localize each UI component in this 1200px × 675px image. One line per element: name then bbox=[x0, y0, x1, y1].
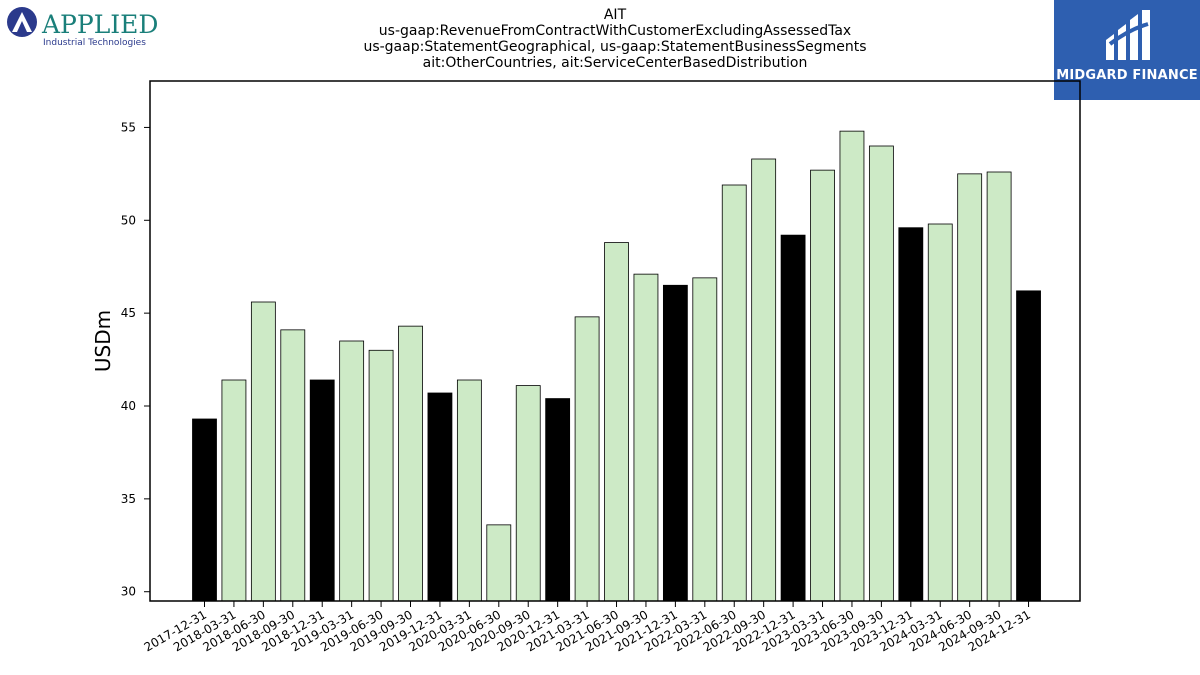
y-tick-label-50: 50 bbox=[121, 213, 136, 227]
bar-2021-06-30 bbox=[604, 242, 629, 602]
bar-2021-12-31 bbox=[662, 284, 688, 602]
bars-group bbox=[192, 130, 1041, 602]
bar-2023-09-30 bbox=[868, 145, 894, 602]
chart-subtitle-line-1: us-gaap:RevenueFromContractWithCustomerE… bbox=[378, 23, 852, 39]
y-axis-label: USDm bbox=[91, 310, 115, 372]
bar-2021-03-31 bbox=[574, 316, 600, 602]
bar-2018-06-30 bbox=[250, 301, 276, 602]
bar-2018-12-31 bbox=[309, 379, 335, 602]
midgard-finance-logo: MIDGARD FINANCE bbox=[1054, 0, 1200, 100]
bar-2019-06-30 bbox=[368, 349, 394, 602]
logo-peak-icon bbox=[12, 12, 32, 32]
bar-2023-06-30 bbox=[839, 130, 865, 602]
bar-2020-03-31 bbox=[456, 379, 482, 602]
bar-2022-03-31 bbox=[692, 277, 718, 602]
bar-2019-12-31 bbox=[427, 392, 453, 602]
chart-subtitle-line-2: us-gaap:StatementGeographical, us-gaap:S… bbox=[363, 39, 867, 55]
bar-2017-12-31 bbox=[192, 418, 217, 602]
bar-2020-12-31 bbox=[545, 398, 571, 602]
bar-2019-09-30 bbox=[398, 325, 423, 602]
bar-2023-12-31 bbox=[898, 227, 924, 602]
bar-2022-06-30 bbox=[721, 184, 747, 602]
bar-2024-03-31 bbox=[927, 223, 953, 602]
bar-2020-06-30 bbox=[486, 524, 512, 602]
applied-logo-graphic: APPLIED Industrial Technologies bbox=[7, 7, 158, 48]
applied-industrial-logo: APPLIED Industrial Technologies bbox=[6, 6, 166, 50]
bar-2019-03-31 bbox=[339, 340, 365, 602]
bar-2018-09-30 bbox=[280, 329, 306, 602]
chart-title-block: AIT us-gaap:RevenueFromContractWithCusto… bbox=[300, 7, 930, 71]
bar-2022-09-30 bbox=[751, 158, 777, 602]
logo-tagline: Industrial Technologies bbox=[43, 38, 146, 48]
bar-2021-09-30 bbox=[633, 273, 659, 602]
y-tick-label-40: 40 bbox=[121, 399, 136, 413]
y-tick-label-45: 45 bbox=[121, 306, 136, 320]
midgard-mark-icon bbox=[1106, 10, 1150, 60]
bar-2024-12-31 bbox=[1016, 290, 1041, 602]
bar-2024-06-30 bbox=[957, 173, 983, 602]
bar-2020-09-30 bbox=[515, 385, 541, 602]
bar-2022-12-31 bbox=[780, 234, 806, 602]
bar-2024-09-30 bbox=[986, 171, 1012, 602]
chart-subtitle-line-3: ait:OtherCountries, ait:ServiceCenterBas… bbox=[422, 55, 808, 71]
plot-frame bbox=[149, 80, 1081, 602]
y-tick-label-55: 55 bbox=[121, 120, 136, 134]
midgard-brand-text: MIDGARD FINANCE bbox=[1056, 68, 1198, 83]
bar-2018-03-31 bbox=[221, 379, 247, 602]
y-axis: 30 35 40 45 50 55 bbox=[121, 120, 150, 599]
logo-name: APPLIED bbox=[41, 10, 158, 39]
bar-2023-03-31 bbox=[810, 169, 835, 602]
x-axis: 2017-12-312018-03-312018-06-302018-09-30… bbox=[142, 601, 1033, 654]
y-tick-label-35: 35 bbox=[121, 492, 136, 506]
chart-title: AIT bbox=[603, 7, 627, 23]
y-tick-label-30: 30 bbox=[121, 585, 136, 599]
